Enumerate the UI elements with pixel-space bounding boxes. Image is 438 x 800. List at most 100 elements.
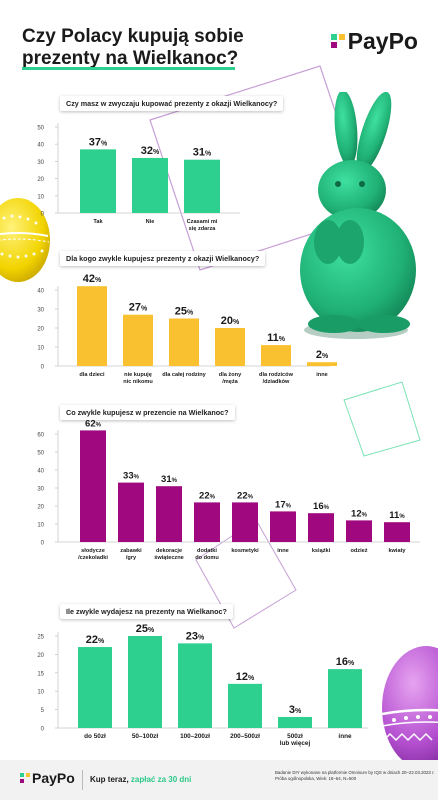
- percent-sign: %: [348, 660, 355, 667]
- y-tick-label: 20: [37, 177, 44, 183]
- percent-sign: %: [198, 634, 205, 641]
- y-tick-label: 30: [37, 160, 44, 166]
- percent-sign: %: [98, 638, 105, 645]
- footer-bar: [0, 760, 438, 800]
- y-tick-label: 10: [37, 346, 44, 352]
- bar-value-label: 33%: [123, 471, 140, 482]
- percent-sign: %: [96, 422, 102, 428]
- bar-value-label: 2%: [316, 349, 329, 361]
- bar: [80, 430, 106, 542]
- category-label: inne: [277, 548, 289, 554]
- bar: [308, 513, 334, 542]
- footer-paypo-mark-icon: [20, 773, 30, 783]
- percent-sign: %: [233, 319, 240, 326]
- category-label: Tak: [93, 219, 103, 225]
- percent-sign: %: [148, 627, 155, 634]
- bar: [123, 314, 153, 366]
- percent-sign: %: [172, 478, 178, 484]
- percent-sign: %: [362, 512, 368, 518]
- y-tick-label: 40: [37, 289, 44, 295]
- bar: [77, 286, 107, 366]
- y-tick-label: 0: [41, 541, 45, 547]
- category-label: Czasami mi: [187, 219, 218, 225]
- bar-value-label: 31%: [161, 474, 178, 485]
- percent-sign: %: [324, 505, 330, 511]
- footer-cta-prefix: Kup teraz,: [90, 775, 131, 784]
- page-title: Czy Polacy kupują sobie prezenty na Wiel…: [22, 26, 262, 73]
- bar: [261, 345, 291, 366]
- category-label: 500zł: [287, 733, 303, 740]
- page-title-line2: prezenty na Wielkanoc?: [22, 48, 239, 73]
- bar-value-label: 25%: [175, 306, 194, 318]
- bar: [156, 486, 182, 542]
- bar-value-label: 32%: [141, 145, 160, 157]
- category-label: książki: [312, 548, 331, 554]
- bar: [270, 511, 296, 542]
- category-label: /czekoladki: [78, 555, 108, 561]
- category-label: 100–200zł: [180, 733, 210, 740]
- bar-value-label: 11%: [389, 510, 405, 521]
- category-label: dla dzieci: [79, 372, 105, 378]
- category-label: kwiaty: [388, 548, 406, 554]
- bar: [278, 716, 312, 728]
- bar-value-label: 12%: [351, 508, 368, 519]
- chart2-question: Dla kogo zwykle kupujesz prezenty z okaz…: [60, 251, 266, 266]
- percent-sign: %: [153, 149, 160, 156]
- footer-cta-highlight: zapłać za 30 dni: [130, 775, 192, 784]
- bar: [78, 647, 112, 728]
- category-label: do domu: [195, 555, 219, 561]
- category-label: odzież: [350, 548, 367, 554]
- bar-value-label: 25%: [136, 623, 155, 635]
- bar-value-label: 17%: [275, 499, 292, 510]
- percent-sign: %: [187, 310, 194, 317]
- title-underline: [22, 67, 235, 70]
- y-tick-label: 50: [37, 126, 44, 132]
- chart1-question: Czy masz w zwyczaju kupować prezenty z o…: [60, 96, 284, 111]
- footer-logo-text: PayPo: [32, 770, 75, 786]
- footer-note-line1: Badanie DIY wykonane na platformie Omnis…: [275, 770, 435, 775]
- footer-note-line2: Próba ogólnopolska, Wiek: 18–64, N=500: [275, 776, 357, 781]
- percent-sign: %: [210, 494, 216, 500]
- bar: [118, 482, 144, 542]
- category-label: dekoracje: [156, 548, 182, 554]
- purple-easter-egg-illustration: [381, 646, 438, 770]
- chart-gift-types: 0 10 20 30 40 50 60 62% słodycze/czekoladki 33% za…: [37, 418, 420, 561]
- y-tick-label: 60: [37, 433, 44, 439]
- footer-divider: [82, 770, 83, 790]
- y-tick-label: 25: [37, 635, 44, 641]
- category-label: inne: [338, 733, 352, 740]
- bar: [307, 362, 337, 366]
- category-label: słodycze: [81, 548, 105, 554]
- y-tick-label: 30: [37, 487, 44, 493]
- bar: [194, 502, 220, 542]
- category-label: kosmetyki: [231, 548, 259, 554]
- bar: [384, 522, 410, 542]
- bar-value-label: 42%: [83, 273, 102, 285]
- category-label: 200–500zł: [230, 733, 260, 740]
- footer-survey-note: Badanie DIY wykonane na platformie Omnis…: [275, 770, 435, 782]
- bar: [80, 149, 116, 213]
- bar: [228, 683, 262, 728]
- percent-sign: %: [205, 151, 212, 158]
- green-bunny-illustration: [300, 92, 416, 339]
- percent-sign: %: [286, 503, 292, 509]
- bar-value-label: 23%: [186, 630, 205, 642]
- chart3-question: Co zwykle kupujesz w prezencie na Wielka…: [60, 405, 235, 420]
- bar-value-label: 20%: [221, 315, 240, 327]
- bar: [132, 157, 168, 213]
- paypo-logo: PayPo: [330, 28, 418, 54]
- chart-buy-gifts: 0 10 20 30 40 50 37% Tak 32% Nie 31% Czasami misię …: [37, 123, 240, 232]
- category-label: dla żony: [219, 372, 242, 378]
- category-label: /męża: [222, 379, 238, 385]
- category-label: nic nikomu: [123, 379, 153, 385]
- bar: [215, 328, 245, 366]
- category-label: nie kupuję: [124, 372, 152, 378]
- bar: [169, 318, 199, 366]
- y-tick-label: 15: [37, 671, 44, 677]
- bar-value-label: 16%: [313, 501, 330, 512]
- footer-logo: PayPo: [20, 770, 75, 786]
- y-tick-label: 0: [41, 727, 45, 733]
- chart-gift-spending: 0 5 10 15 20 25 22% do 50zł 25% 50–100zł 23% 100–20…: [37, 623, 368, 747]
- bar-value-label: 22%: [237, 490, 254, 501]
